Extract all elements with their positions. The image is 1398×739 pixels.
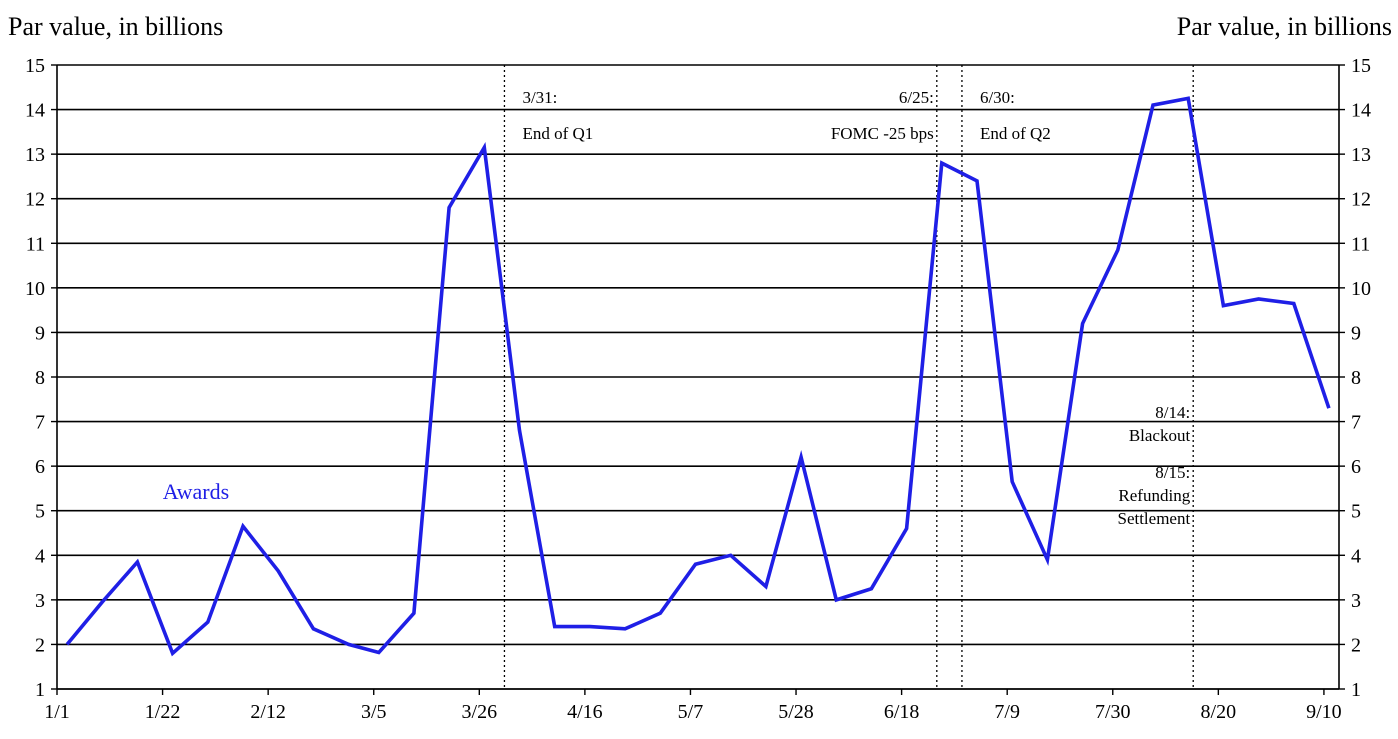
event-annotation: 6/30: [980, 88, 1015, 107]
y-tick-label-left: 14 [25, 100, 45, 122]
y-tick-label-left: 12 [25, 189, 45, 211]
x-tick-label: 8/20 [1201, 701, 1237, 723]
y-tick-label-right: 8 [1351, 367, 1361, 389]
y-tick-label-left: 3 [35, 590, 45, 612]
event-annotation: 6/25: [899, 88, 934, 107]
y-tick-label-right: 10 [1351, 278, 1371, 300]
y-tick-label-right: 9 [1351, 322, 1361, 344]
event-annotation: 3/31: [522, 88, 557, 107]
y-tick-label-right: 13 [1351, 144, 1371, 166]
y-tick-label-left: 8 [35, 367, 45, 389]
y-tick-label-right: 15 [1351, 55, 1371, 77]
x-tick-label: 9/10 [1306, 701, 1342, 723]
y-tick-label-left: 5 [35, 501, 45, 523]
y-tick-label-left: 9 [35, 322, 45, 344]
y-tick-label-right: 7 [1351, 412, 1361, 434]
x-tick-label: 7/30 [1095, 701, 1131, 723]
y-tick-label-right: 2 [1351, 634, 1361, 656]
x-tick-label: 1/22 [145, 701, 181, 723]
event-annotation: Refunding [1118, 486, 1190, 505]
series-label-awards: Awards [163, 479, 229, 504]
y-tick-label-left: 15 [25, 55, 45, 77]
event-annotation: Settlement [1117, 509, 1190, 528]
y-tick-label-left: 13 [25, 144, 45, 166]
y-tick-label-left: 4 [35, 545, 45, 567]
event-annotation: End of Q2 [980, 124, 1051, 143]
y-tick-label-right: 14 [1351, 100, 1371, 122]
x-tick-label: 3/26 [462, 701, 498, 723]
x-tick-label: 6/18 [884, 701, 920, 723]
y-tick-label-left: 2 [35, 634, 45, 656]
x-tick-label: 4/16 [567, 701, 603, 723]
y-tick-label-right: 11 [1351, 233, 1370, 255]
x-tick-label: 3/5 [361, 701, 387, 723]
y-tick-label-left: 10 [25, 278, 45, 300]
y-tick-label-right: 3 [1351, 590, 1361, 612]
x-tick-label: 5/7 [678, 701, 704, 723]
y-tick-label-left: 1 [35, 679, 45, 701]
x-tick-label: 1/1 [44, 701, 70, 723]
event-annotation: End of Q1 [522, 124, 593, 143]
series-line-awards [65, 96, 1331, 657]
y-axis-title-left: Par value, in billions [8, 12, 224, 41]
y-tick-label-right: 5 [1351, 501, 1361, 523]
y-tick-label-left: 11 [26, 233, 45, 255]
x-tick-label: 7/9 [994, 701, 1020, 723]
y-tick-label-left: 6 [35, 456, 45, 478]
y-axis-title-right: Par value, in billions [1176, 12, 1392, 41]
event-annotation: Blackout [1129, 426, 1191, 445]
event-annotation: 8/15: [1155, 463, 1190, 482]
y-tick-label-right: 1 [1351, 679, 1361, 701]
event-annotation: 8/14: [1155, 403, 1190, 422]
event-annotation: FOMC -25 bps [831, 124, 934, 143]
x-tick-label: 5/28 [778, 701, 814, 723]
y-tick-label-right: 12 [1351, 189, 1371, 211]
y-tick-label-left: 7 [35, 412, 45, 434]
y-tick-label-right: 6 [1351, 456, 1361, 478]
y-tick-label-right: 4 [1351, 545, 1361, 567]
x-tick-label: 2/12 [250, 701, 286, 723]
